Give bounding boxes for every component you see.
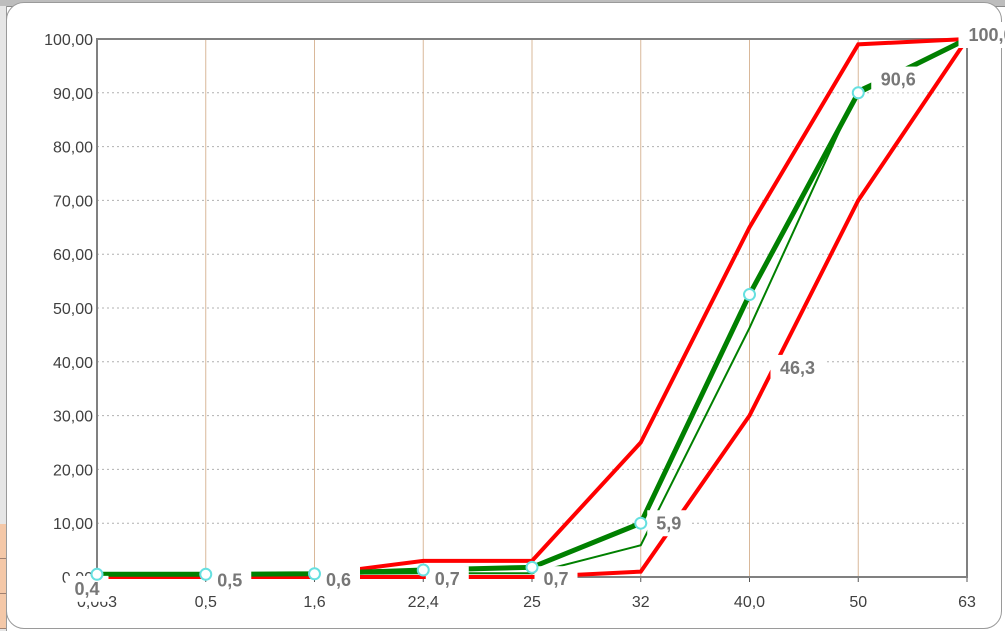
x-tick-label: 0,5 xyxy=(195,594,217,611)
data-marker xyxy=(416,563,430,577)
data-label: 0,5 xyxy=(217,570,242,590)
data-marker xyxy=(851,86,865,100)
data-label-box xyxy=(770,354,825,381)
data-label-box xyxy=(317,566,360,593)
x-tick-label: 25 xyxy=(523,594,541,611)
data-label-box xyxy=(208,567,252,594)
x-tick-label: 1,6 xyxy=(303,594,325,611)
left-cell xyxy=(0,594,6,629)
x-tick-label: 32 xyxy=(632,594,650,611)
data-markers xyxy=(90,86,865,581)
chart-frame[interactable] xyxy=(6,2,1002,629)
data-label: 0,7 xyxy=(435,569,460,589)
vertical-gridlines xyxy=(205,39,859,577)
data-label-box xyxy=(65,575,109,602)
y-tick-labels: 0,0010,0020,0030,0040,0050,0060,0070,008… xyxy=(44,32,93,587)
data-label-box xyxy=(647,510,691,537)
y-tick-label: 40,00 xyxy=(53,355,93,372)
data-marker xyxy=(743,288,756,302)
data-labels: 0,4 0,5 0,6 0,7 0,7 5,9 46,3 90,6 100,0 xyxy=(65,22,1005,602)
x-tick-labels: 0,063 0,5 1,6 22,4 25 32 40,0 50 63 xyxy=(77,594,976,611)
data-label: 100,0 xyxy=(968,25,1005,45)
y-tick-label: 50,00 xyxy=(53,301,93,318)
x-tick-label: 63 xyxy=(958,594,976,611)
data-label: 5,9 xyxy=(656,513,681,533)
x-tick-label: 22,4 xyxy=(408,594,439,611)
y-tick-label: 30,00 xyxy=(53,409,93,426)
y-tick-label: 100,00 xyxy=(44,32,93,49)
y-tick-label: 70,00 xyxy=(53,193,93,210)
y-tick-label: 60,00 xyxy=(53,247,93,264)
data-label-box xyxy=(871,66,926,93)
data-marker xyxy=(634,516,648,530)
y-tick-label: 90,00 xyxy=(53,86,93,103)
data-label-box xyxy=(534,566,578,593)
data-label: 0,6 xyxy=(326,570,351,590)
y-tick-label: 80,00 xyxy=(53,140,93,157)
data-marker xyxy=(525,560,539,574)
data-marker xyxy=(308,567,321,581)
data-label: 46,3 xyxy=(780,358,815,378)
left-cell xyxy=(0,559,6,594)
data-marker xyxy=(199,567,213,581)
data-label-box xyxy=(958,22,1005,48)
data-label: 0,7 xyxy=(543,569,568,589)
y-tick-label: 10,00 xyxy=(53,516,93,533)
data-label-box xyxy=(425,566,469,593)
x-tick-label: 50 xyxy=(849,594,867,611)
data-label: 0,4 xyxy=(74,579,99,599)
y-tick-label: 20,00 xyxy=(53,462,93,479)
left-cells xyxy=(0,524,6,631)
data-marker xyxy=(90,567,104,581)
x-tick-label: 40,0 xyxy=(734,594,765,611)
data-label: 90,6 xyxy=(881,70,916,90)
left-cell xyxy=(0,524,6,559)
